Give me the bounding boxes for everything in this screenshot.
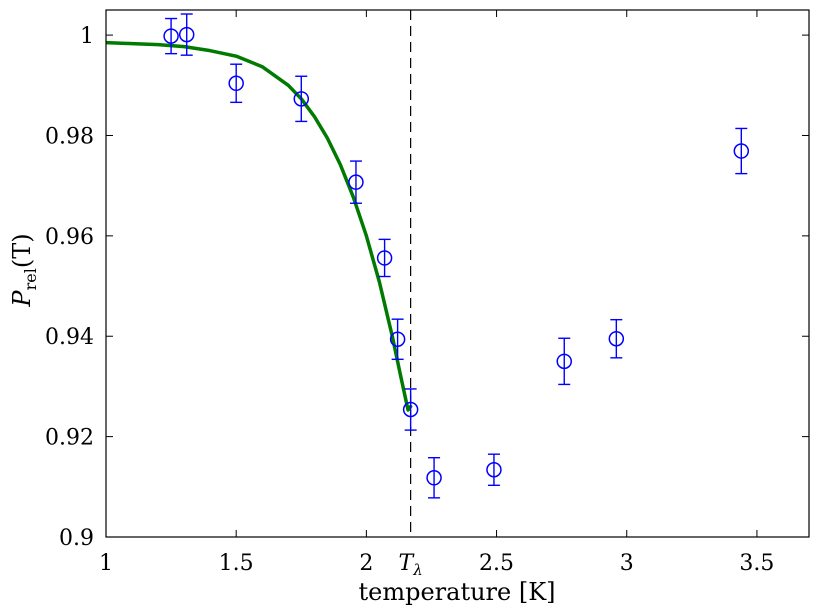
data-marker bbox=[608, 330, 625, 347]
x-tick-label-t-lambda-subscript: λ bbox=[412, 561, 423, 579]
data-marker bbox=[733, 143, 750, 159]
data-layer bbox=[106, 10, 750, 537]
data-marker bbox=[376, 250, 393, 266]
x-tick-label: 3.5 bbox=[739, 551, 774, 576]
data-marker bbox=[389, 331, 406, 347]
data-point bbox=[733, 127, 750, 175]
data-point bbox=[293, 75, 310, 123]
data-marker bbox=[348, 174, 364, 190]
y-tick-label: 0.98 bbox=[45, 124, 94, 149]
y-axis-label: Prel(T) bbox=[8, 233, 40, 307]
y-tick-label: 0.96 bbox=[45, 225, 94, 250]
x-tick-label-t-lambda-symbol: T bbox=[399, 551, 416, 576]
data-marker bbox=[228, 75, 244, 92]
data-marker bbox=[163, 28, 179, 44]
fit-curve bbox=[106, 40, 413, 412]
data-point bbox=[376, 238, 393, 278]
data-point bbox=[163, 17, 179, 55]
x-tick-label: 2 bbox=[359, 551, 373, 576]
y-tick-label: 0.9 bbox=[59, 526, 94, 551]
y-tick-label: 0.94 bbox=[45, 325, 94, 350]
data-marker bbox=[178, 26, 195, 43]
axes-layer: 1 1.5 2 2.5 3 3.5 Tλ 0.9 0.92 0.94 0.96 0.98 1 bbox=[45, 9, 810, 579]
data-point bbox=[426, 456, 442, 499]
y-axis-label-subscript: rel bbox=[21, 268, 40, 290]
plot-frame bbox=[105, 9, 810, 538]
data-marker bbox=[426, 470, 442, 486]
data-point bbox=[228, 63, 244, 104]
x-tick-label: 2.5 bbox=[479, 551, 514, 576]
y-axis-label-symbol: P bbox=[8, 290, 36, 308]
data-point bbox=[348, 160, 364, 204]
data-point bbox=[556, 337, 573, 386]
x-tick-label-t-lambda: Tλ bbox=[399, 551, 423, 579]
x-tick-label: 1 bbox=[99, 551, 113, 576]
x-tick-label: 1.5 bbox=[219, 551, 254, 576]
data-marker bbox=[556, 353, 573, 370]
y-tick-label: 0.92 bbox=[45, 426, 94, 451]
x-axis-label: temperature [K] bbox=[358, 578, 555, 606]
data-marker bbox=[402, 401, 419, 418]
data-point bbox=[608, 318, 625, 359]
y-tick-label: 1 bbox=[80, 24, 94, 49]
data-marker bbox=[293, 91, 310, 107]
x-tick-label: 3 bbox=[620, 551, 634, 576]
data-point bbox=[178, 13, 195, 56]
data-marker bbox=[486, 461, 502, 478]
data-point bbox=[402, 388, 419, 431]
data-point bbox=[389, 318, 406, 361]
data-point bbox=[486, 453, 502, 487]
y-axis-label-argument: (T) bbox=[8, 233, 36, 268]
